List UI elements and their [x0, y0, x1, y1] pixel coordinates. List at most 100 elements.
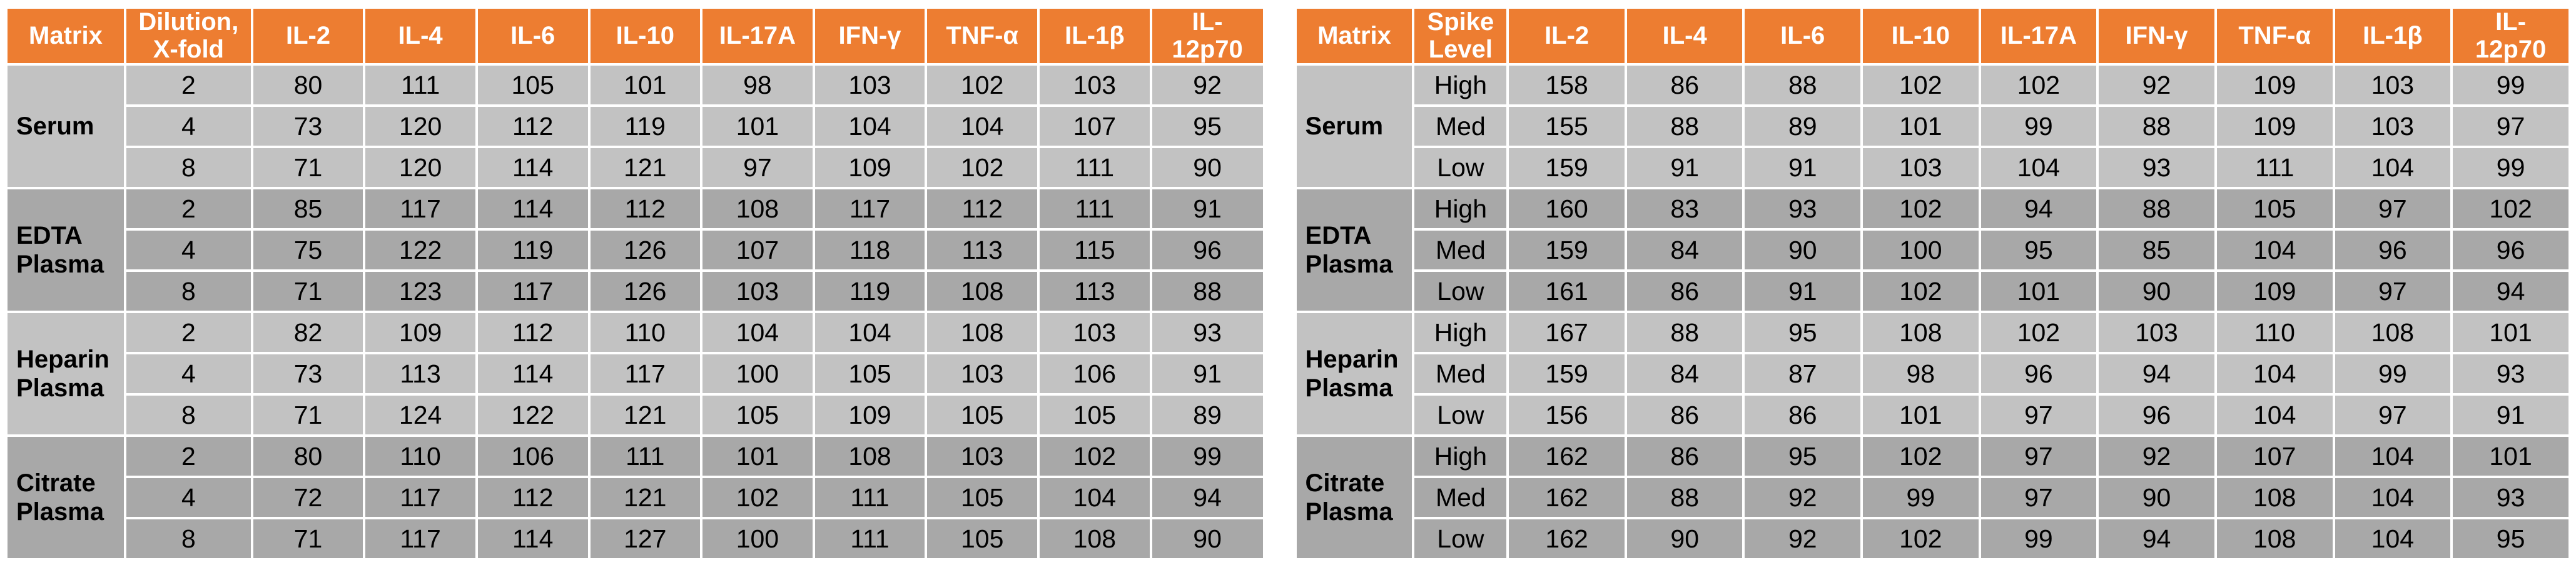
- value-cell: 113: [363, 352, 478, 396]
- value-cell: 102: [1860, 517, 1981, 561]
- value-cell: 112: [475, 311, 591, 354]
- value-cell: 96: [2332, 228, 2453, 272]
- value-cell: 105: [1037, 393, 1152, 437]
- value-cell: 109: [2214, 63, 2335, 107]
- matrix-cell: Serum: [1294, 63, 1415, 189]
- value-cell: 104: [2332, 146, 2453, 189]
- value-cell: 122: [475, 393, 591, 437]
- level-cell: Low: [1412, 146, 1509, 189]
- value-cell: 109: [2214, 269, 2335, 313]
- value-cell: 86: [1742, 393, 1864, 437]
- table-row: Low 161 86 91 102 101 90 109 97 94: [1296, 269, 2571, 313]
- value-cell: 102: [1860, 269, 1981, 313]
- value-cell: 110: [2214, 311, 2335, 354]
- value-cell: 103: [700, 269, 815, 313]
- value-cell: 88: [2096, 104, 2217, 148]
- value-cell: 119: [587, 104, 703, 148]
- value-cell: 117: [587, 352, 703, 396]
- table-row: Med 155 88 89 101 99 88 109 103 97: [1296, 104, 2571, 148]
- analyte-column-header: IL-10: [1860, 6, 1981, 66]
- level-cell: Med: [1412, 352, 1509, 396]
- value-cell: 90: [2096, 476, 2217, 519]
- level-cell: Med: [1412, 104, 1509, 148]
- value-cell: 109: [363, 311, 478, 354]
- value-cell: 98: [1860, 352, 1981, 396]
- value-cell: 108: [925, 269, 1040, 313]
- analyte-column-header: TNF-α: [925, 6, 1040, 66]
- value-cell: 124: [363, 393, 478, 437]
- value-cell: 85: [250, 187, 366, 231]
- value-cell: 104: [2332, 476, 2453, 519]
- table-row: 4 75 122 119 126 107 118 113 115 96: [6, 228, 1265, 272]
- value-cell: 155: [1506, 104, 1627, 148]
- level-cell: 8: [123, 517, 253, 561]
- value-cell: 159: [1506, 228, 1627, 272]
- value-cell: 88: [1742, 63, 1864, 107]
- value-cell: 82: [250, 311, 366, 354]
- matrix-cell: EDTA Plasma: [5, 187, 126, 313]
- value-cell: 110: [587, 311, 703, 354]
- value-cell: 100: [1860, 228, 1981, 272]
- value-cell: 96: [1978, 352, 2099, 396]
- value-cell: 104: [2214, 352, 2335, 396]
- analyte-column-header: IL-17A: [700, 6, 815, 66]
- value-cell: 85: [2096, 228, 2217, 272]
- value-cell: 103: [2096, 311, 2217, 354]
- header-row: Matrix Dilution, X-fold IL-2 IL-4 IL-6 IL-10 IL…: [5, 6, 1265, 66]
- value-cell: 97: [2450, 104, 2571, 148]
- value-cell: 162: [1506, 434, 1627, 478]
- value-cell: 117: [363, 187, 478, 231]
- value-cell: 101: [2450, 434, 2571, 478]
- header-line: IL-: [2495, 8, 2527, 36]
- value-cell: 95: [1742, 311, 1864, 354]
- value-cell: 101: [1860, 104, 1981, 148]
- table-row: 8 71 124 122 121 105 109 105 105 89: [6, 393, 1265, 437]
- analyte-column-header: IL-17A: [1978, 6, 2099, 66]
- value-cell: 106: [1037, 352, 1152, 396]
- level-cell: 8: [123, 393, 253, 437]
- value-cell: 111: [363, 63, 478, 107]
- value-cell: 103: [2332, 104, 2453, 148]
- level-cell: 2: [123, 187, 253, 231]
- value-cell: 99: [2450, 63, 2571, 107]
- value-cell: 103: [1037, 311, 1152, 354]
- table-row: 8 71 123 117 126 103 119 108 113 88: [6, 269, 1265, 313]
- value-cell: 108: [925, 311, 1040, 354]
- value-cell: 71: [250, 269, 366, 313]
- value-cell: 90: [1149, 517, 1265, 561]
- value-cell: 161: [1506, 269, 1627, 313]
- value-cell: 73: [250, 104, 366, 148]
- value-cell: 75: [250, 228, 366, 272]
- value-cell: 101: [1978, 269, 2099, 313]
- value-cell: 94: [2450, 269, 2571, 313]
- value-cell: 120: [363, 104, 478, 148]
- value-cell: 113: [925, 228, 1040, 272]
- value-cell: 97: [1978, 393, 2099, 437]
- value-cell: 117: [812, 187, 928, 231]
- value-cell: 94: [1149, 476, 1265, 519]
- value-cell: 99: [2450, 146, 2571, 189]
- value-cell: 112: [475, 476, 591, 519]
- header-line: 12p70: [2475, 35, 2547, 63]
- value-cell: 102: [925, 63, 1040, 107]
- level-cell: Med: [1412, 476, 1509, 519]
- value-cell: 92: [2096, 434, 2217, 478]
- value-cell: 120: [363, 146, 478, 189]
- value-cell: 105: [812, 352, 928, 396]
- value-cell: 88: [1624, 311, 1745, 354]
- value-cell: 101: [2450, 311, 2571, 354]
- value-cell: 91: [1149, 187, 1265, 231]
- matrix-column-header: Matrix: [1294, 6, 1415, 66]
- value-cell: 101: [1860, 393, 1981, 437]
- value-cell: 117: [475, 269, 591, 313]
- value-cell: 90: [1149, 146, 1265, 189]
- value-cell: 91: [1149, 352, 1265, 396]
- table-row: Citrate Plasma 2 80 110 106 111 101 108 103 102 99: [5, 434, 1265, 561]
- value-cell: 111: [812, 517, 928, 561]
- dilution-linearity-table: Matrix Dilution, X-fold IL-2 IL-4 IL-6 IL-10 IL…: [5, 6, 1265, 561]
- level-cell: Low: [1412, 517, 1509, 561]
- value-cell: 103: [1037, 63, 1152, 107]
- value-cell: 102: [700, 476, 815, 519]
- value-cell: 99: [1149, 434, 1265, 478]
- analyte-column-header: IFN-γ: [812, 6, 928, 66]
